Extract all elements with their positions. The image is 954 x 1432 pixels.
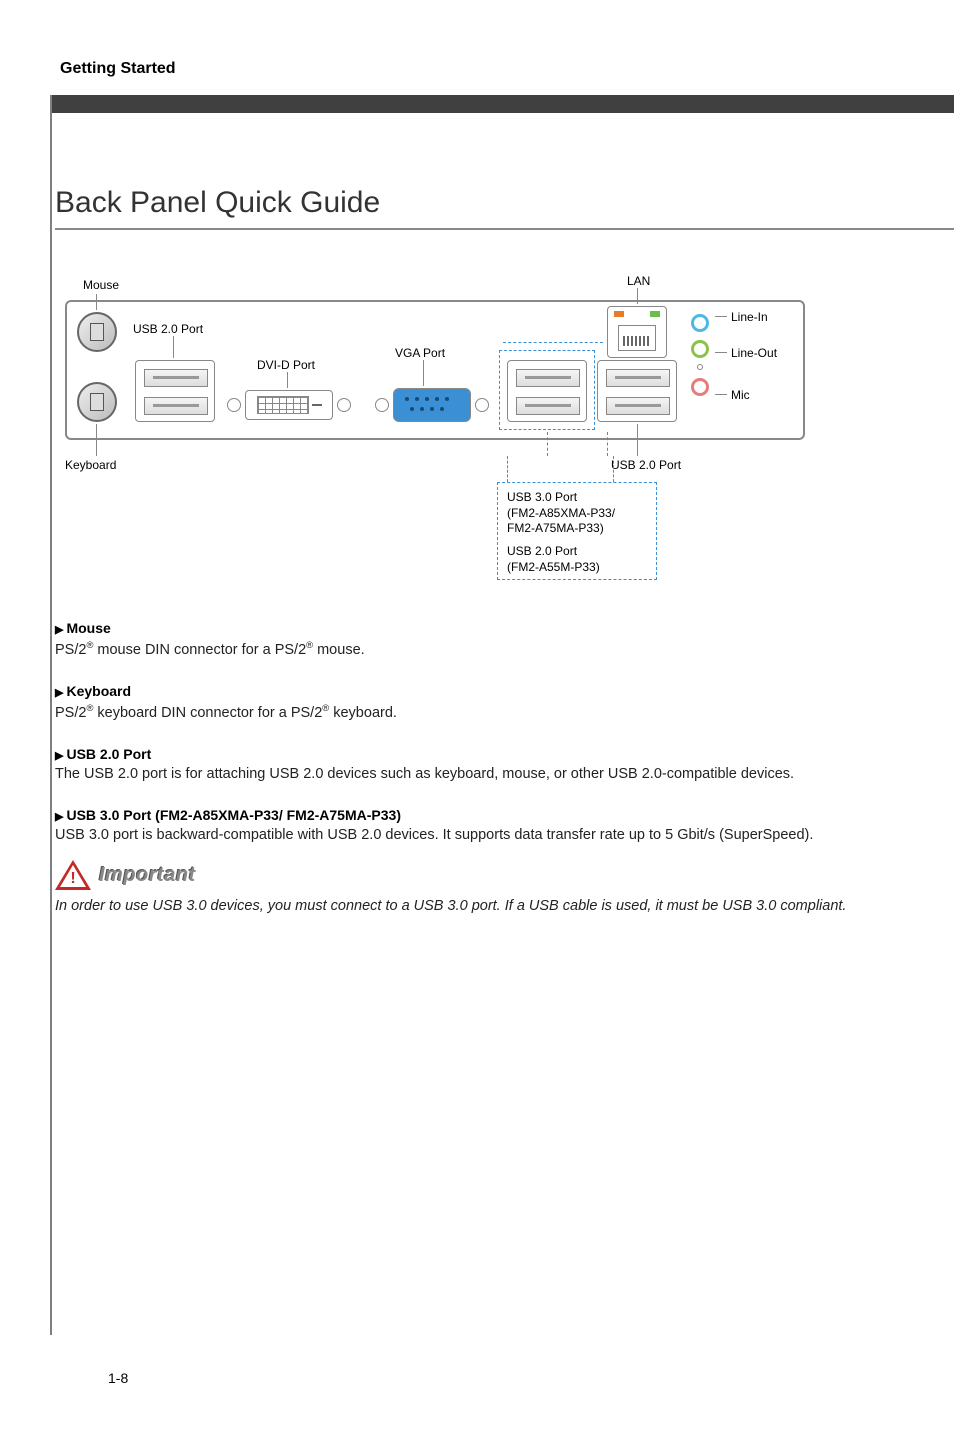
dvi-d-port-icon [227,390,351,420]
section-title-usb20: ▶USB 2.0 Port [55,746,954,762]
warning-icon: ! [55,860,91,892]
section-text-usb30: USB 3.0 port is backward-compatible with… [55,825,954,846]
lan-led-left-icon [614,311,624,317]
label-lan: LAN [627,274,650,288]
line-in-jack-icon [691,314,709,332]
label-dvid: DVI-D Port [257,358,315,372]
lan-led-right-icon [650,311,660,317]
side-rule [50,95,52,1335]
section-text-mouse: PS/2® mouse DIN connector for a PS/2® mo… [55,638,954,661]
page-title: Back Panel Quick Guide [55,186,954,230]
mic-jack-icon [691,378,709,396]
header-bar [50,95,954,113]
dashed-line [547,432,548,456]
section-title-keyboard: ▶Keyboard [55,683,954,699]
dashed-line [607,432,608,456]
callout-line [423,360,424,386]
callout-usb30: USB 3.0 Port (FM2-A85XMA-P33/ FM2-A75MA-… [507,490,615,537]
dashed-line [613,456,614,482]
audio-block-icon [691,306,709,404]
section-text-usb20: The USB 2.0 port is for attaching USB 2.… [55,764,954,785]
usb-block-icon [597,360,677,422]
section-header: Getting Started [60,60,904,78]
dashed-callout-box [499,350,595,430]
label-line-out: Line-Out [731,346,777,360]
callout-line [173,336,174,358]
important-header: ! Important [55,860,954,892]
important-note: In order to use USB 3.0 devices, you mus… [55,896,954,917]
section-title-mouse: ▶Mouse [55,620,954,636]
label-usb20-left: USB 2.0 Port [133,322,203,336]
label-mic: Mic [731,388,750,402]
callout-line [715,352,727,353]
callout-line [96,294,97,310]
line-out-jack-icon [691,340,709,358]
dashed-line [503,342,603,343]
callout-line [637,288,638,304]
ps2-mouse-port-icon [77,312,117,352]
callout-line [715,394,727,395]
usb-block-icon [135,360,215,422]
callout-line [96,424,97,456]
label-line-in: Line-In [731,310,768,324]
ps2-keyboard-port-icon [77,382,117,422]
callout-line [287,372,288,388]
back-panel-diagram: Mouse Keyboard USB 2.0 Port DVI-D Port [55,260,815,590]
callout-usb20-alt: USB 2.0 Port (FM2-A55M-P33) [507,544,600,575]
important-label: Important [99,864,196,887]
callout-line [637,424,638,456]
label-mouse: Mouse [83,278,119,292]
section-title-usb30: ▶USB 3.0 Port (FM2-A85XMA-P33/ FM2-A75MA… [55,807,954,823]
section-text-keyboard: PS/2® keyboard DIN connector for a PS/2®… [55,701,954,724]
callout-line [715,316,727,317]
label-keyboard: Keyboard [65,458,116,472]
vga-port-icon [375,388,489,422]
dashed-line [507,456,508,482]
label-usb20-right: USB 2.0 Port [611,458,681,472]
sections: ▶Mouse PS/2® mouse DIN connector for a P… [55,620,954,917]
lan-port-icon [607,306,667,358]
label-vga: VGA Port [395,346,445,360]
page-number: 1-8 [108,1370,128,1386]
